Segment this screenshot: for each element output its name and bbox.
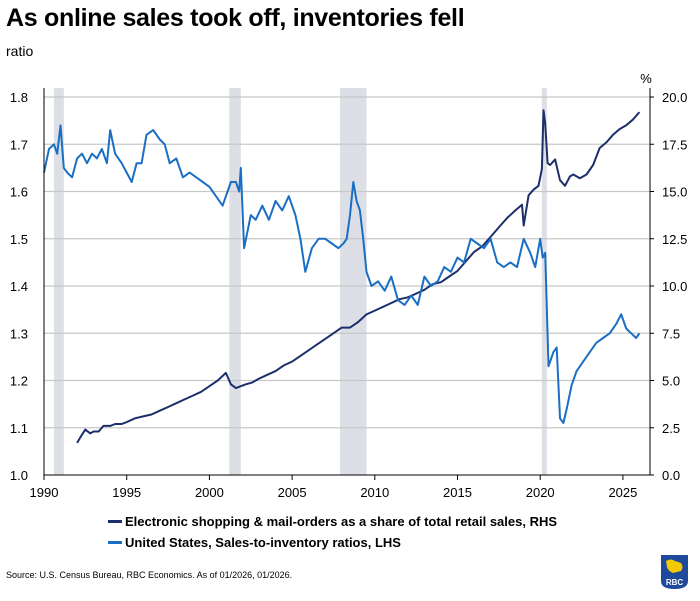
recession-band <box>541 88 547 475</box>
left-y-tick-label: 1.1 <box>10 421 28 436</box>
right-y-tick-label: 7.5 <box>662 326 680 341</box>
series-lines <box>43 109 641 444</box>
legend-label-ecommerce: Electronic shopping & mail-orders as a s… <box>125 514 558 529</box>
left-y-tick-label: 1.6 <box>10 185 28 200</box>
legend-swatch-ecommerce <box>108 520 122 523</box>
right-y-tick-label: 12.5 <box>662 232 687 247</box>
legend-label-sales-inventory: United States, Sales-to-inventory ratios… <box>125 535 401 550</box>
right-y-tick-label: 0.0 <box>662 468 680 483</box>
recession-band <box>53 88 64 475</box>
left-y-tick-label: 1.5 <box>10 232 28 247</box>
right-y-tick-label: 10.0 <box>662 279 687 294</box>
right-y-tick-label: 15.0 <box>662 185 687 200</box>
legend-item-ecommerce: Electronic shopping & mail-orders as a s… <box>108 511 557 532</box>
left-y-tick-label: 1.2 <box>10 374 28 389</box>
left-y-tick-label: 1.3 <box>10 326 28 341</box>
left-y-tick-label: 1.4 <box>10 279 28 294</box>
recession-bands <box>53 88 547 475</box>
right-y-tick-label: 17.5 <box>662 137 687 152</box>
axes: 1.0 1.1 1.2 1.3 1.4 1.5 1.6 1.7 1.8 0.0 2.5 5.0 7.5 1… <box>10 88 687 500</box>
chart-title: As online sales took off, inventories fe… <box>6 4 465 32</box>
left-y-tick-label: 1.7 <box>10 137 28 152</box>
x-tick-label: 1990 <box>30 485 59 500</box>
right-y-tick-label: 20.0 <box>662 90 687 105</box>
rbc-logo: RBC <box>661 555 688 589</box>
legend-swatch-sales-inventory <box>108 541 122 544</box>
x-tick-label: 2005 <box>278 485 307 500</box>
rbc-logo-text: RBC <box>666 578 684 587</box>
right-y-tick-label: 2.5 <box>662 421 680 436</box>
series-line-ecommerce-share <box>76 109 641 444</box>
right-y-tick-label: 5.0 <box>662 374 680 389</box>
x-tick-label: 2015 <box>443 485 472 500</box>
x-tick-label: 1995 <box>112 485 141 500</box>
series-line-sales-to-inventory <box>43 124 641 424</box>
x-tick-label: 2010 <box>360 485 389 500</box>
left-axis-unit-label: ratio <box>6 43 34 59</box>
left-y-tick-label: 1.8 <box>10 90 28 105</box>
right-axis-unit-label: % <box>640 71 652 86</box>
recession-band <box>229 88 241 475</box>
x-tick-label: 2000 <box>195 485 224 500</box>
source-note: Source: U.S. Census Bureau, RBC Economic… <box>6 570 293 580</box>
legend: Electronic shopping & mail-orders as a s… <box>108 511 557 553</box>
recession-band <box>340 88 367 475</box>
chart-area: 1.0 1.1 1.2 1.3 1.4 1.5 1.6 1.7 1.8 0.0 2.5 5.0 7.5 1… <box>10 71 687 500</box>
legend-item-sales-inventory: United States, Sales-to-inventory ratios… <box>108 532 557 553</box>
left-y-tick-label: 1.0 <box>10 468 28 483</box>
x-tick-label: 2025 <box>608 485 637 500</box>
x-tick-label: 2020 <box>526 485 555 500</box>
